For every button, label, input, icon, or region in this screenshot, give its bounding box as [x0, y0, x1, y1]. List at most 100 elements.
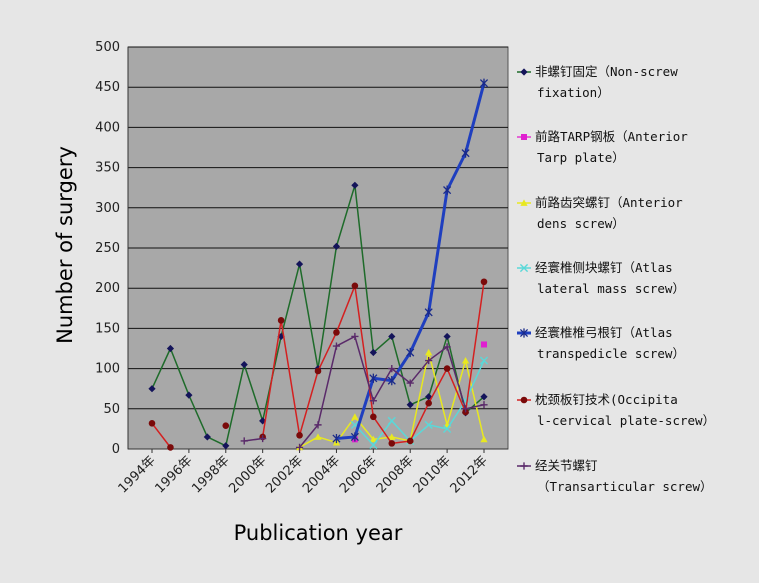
data-point: [406, 437, 414, 445]
data-point: [314, 367, 322, 375]
legend-swatch-marker: [520, 199, 528, 206]
data-point: [148, 419, 156, 427]
data-point: [277, 317, 285, 324]
x-axis-title: Publication year: [234, 521, 403, 545]
data-point: [425, 399, 432, 407]
data-point: [388, 440, 396, 447]
legend-swatch-marker: [520, 68, 528, 76]
legend-swatch-marker: [520, 396, 528, 404]
data-point: [388, 365, 396, 373]
legend-item-6: 枕颈板钉技术(Occipita l-cervical plate-screw）: [517, 392, 715, 428]
data-point: [406, 379, 414, 387]
data-point: [351, 413, 359, 420]
data-point: [332, 433, 341, 444]
plot-area: [127, 46, 509, 450]
y-tick-label: 100: [95, 362, 120, 377]
data-point: [203, 433, 211, 441]
series-5: [332, 78, 489, 444]
series-layer: [148, 78, 489, 451]
data-point: [314, 433, 322, 440]
y-tick-label: 200: [95, 281, 120, 296]
data-point: [240, 437, 248, 445]
y-axis-title: Number of surgery: [53, 146, 77, 344]
data-point: [351, 181, 359, 189]
data-point: [295, 260, 304, 268]
legend-label: fixation）: [537, 85, 610, 100]
legend-label: 非螺钉固定（Non-screw: [535, 64, 678, 79]
legend-item-5: 经寰椎椎弓根钉（Atlas transpedicle screw）: [517, 325, 685, 361]
data-point: [351, 282, 359, 290]
data-point: [481, 341, 487, 348]
legend-label: 经关节螺钉: [535, 458, 598, 473]
data-point: [480, 435, 488, 443]
data-point: [425, 348, 433, 356]
data-point: [314, 421, 322, 429]
data-point: [296, 432, 303, 439]
series-line: [151, 422, 172, 448]
series-6: [148, 278, 488, 451]
data-point: [259, 434, 267, 443]
data-point: [350, 432, 359, 442]
legend-label: 经寰椎椎弓根钉（Atlas: [535, 325, 673, 340]
x-tick-label: 2008年: [374, 453, 417, 496]
legend-label: 经寰椎侧块螺钉（Atlas: [535, 260, 673, 275]
data-point: [406, 401, 414, 409]
data-point: [332, 242, 341, 250]
data-point: [167, 444, 174, 451]
data-point: [222, 422, 230, 429]
data-point: [222, 442, 230, 450]
data-point: [369, 373, 378, 383]
legend-swatch-marker: [519, 328, 529, 338]
legend-item-1: 非螺钉固定（Non-screw fixation）: [517, 64, 678, 100]
x-tick-label: 2010年: [411, 453, 454, 496]
x-tick-label: 2000年: [226, 453, 269, 496]
legend-label: （Transarticular screw）: [537, 479, 713, 494]
data-point: [424, 307, 433, 317]
data-point: [406, 347, 415, 358]
data-point: [424, 420, 433, 429]
data-point: [369, 435, 377, 443]
legend-label: 前路齿突螺钉（Anterior: [535, 195, 683, 210]
legend-swatch-marker: [520, 462, 528, 470]
data-point: [388, 433, 396, 440]
data-point: [259, 417, 267, 425]
data-point: [480, 278, 488, 286]
data-point: [443, 332, 451, 341]
x-tick-label: 1996年: [153, 453, 196, 496]
data-point: [185, 391, 193, 399]
data-point: [461, 405, 470, 413]
data-point: [387, 376, 396, 386]
data-point: [369, 348, 377, 357]
legend-item-2: 前路TARP钢板（Anterior Tarp plate）: [517, 129, 688, 165]
data-point: [370, 413, 377, 421]
data-point: [480, 401, 488, 409]
data-point: [461, 148, 470, 158]
data-point: [369, 397, 377, 405]
data-point: [479, 356, 489, 365]
y-tick-label: 250: [95, 241, 120, 256]
y-tick-label: 500: [95, 40, 120, 55]
x-tick-label: 2004年: [300, 453, 343, 496]
data-point: [443, 424, 452, 433]
legend-swatch-marker: [521, 134, 527, 140]
x-tick-label: 2012年: [448, 453, 491, 496]
data-point: [425, 356, 433, 365]
data-point: [480, 393, 488, 401]
x-tick-label: 2002年: [263, 453, 306, 496]
y-tick-label: 450: [95, 80, 120, 95]
data-point: [240, 360, 248, 369]
data-point: [333, 329, 340, 336]
legend-label: lateral mass screw）: [537, 281, 685, 296]
data-point: [443, 185, 452, 195]
legend-swatch-marker: [519, 263, 529, 273]
y-tick-label: 150: [95, 321, 120, 336]
legend: 非螺钉固定（Non-screw fixation） 前路TARP钢板（Anterio…: [517, 64, 715, 494]
data-point: [461, 356, 470, 364]
data-point: [443, 343, 451, 351]
data-point: [351, 332, 359, 341]
legend-label: Tarp plate）: [537, 150, 625, 165]
legend-item-3: 前路齿突螺钉（Anterior dens screw）: [517, 195, 683, 231]
y-tick-label: 350: [95, 161, 120, 176]
data-point: [443, 365, 451, 372]
y-tick-label: 400: [95, 120, 120, 135]
